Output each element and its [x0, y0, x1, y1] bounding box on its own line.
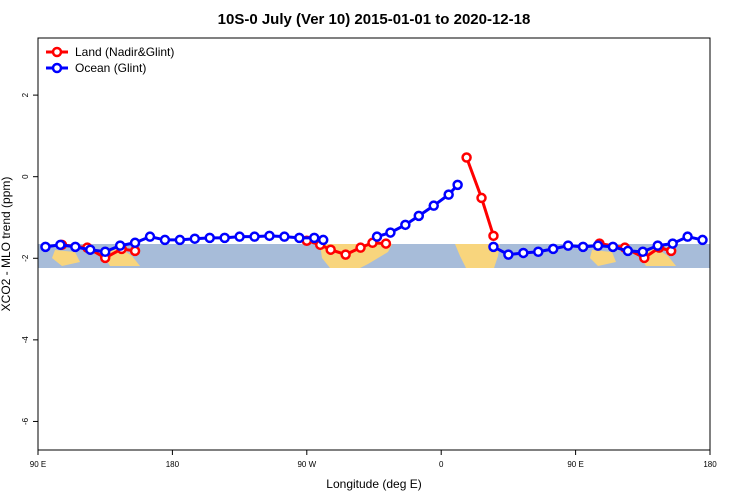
data-point — [652, 240, 663, 251]
x-tick-label: 90 E — [567, 460, 583, 469]
legend-label: Land (Nadir&Glint) — [75, 45, 174, 59]
data-point — [234, 231, 245, 242]
data-point — [85, 244, 96, 255]
y-tick-label: -2 — [21, 254, 30, 262]
data-point — [355, 242, 366, 253]
x-tick-label: 90 E — [30, 460, 46, 469]
data-point — [70, 241, 81, 253]
data-point — [503, 249, 514, 260]
x-tick-label: 180 — [703, 460, 717, 469]
y-axis-label: XCO2 - MLO trend (ppm) — [0, 177, 13, 312]
data-point — [607, 241, 619, 253]
data-point — [428, 200, 439, 211]
data-point — [380, 238, 392, 249]
data-point — [279, 231, 290, 242]
data-point — [452, 179, 463, 191]
data-point — [144, 231, 156, 242]
data-point — [413, 210, 425, 222]
data-point — [40, 241, 51, 253]
land-patch — [320, 244, 392, 268]
data-point — [99, 246, 111, 258]
data-point — [264, 230, 275, 242]
data-point — [249, 231, 260, 242]
y-tick-label: 2 — [21, 92, 30, 97]
data-point — [309, 232, 320, 244]
data-point — [533, 246, 544, 258]
data-point — [562, 240, 574, 251]
data-point — [294, 232, 305, 244]
y-tick-label: -6 — [21, 417, 30, 425]
legend-marker — [51, 46, 63, 58]
data-point — [174, 234, 186, 246]
data-point — [518, 247, 529, 259]
x-tick-label: 180 — [166, 460, 180, 469]
data-point — [637, 246, 649, 258]
data-point — [204, 232, 215, 244]
chart-title: 10S-0 July (Ver 10) 2015-01-01 to 2020-1… — [218, 11, 531, 28]
data-point — [461, 152, 472, 163]
plot-frame — [37, 37, 711, 451]
data-point — [488, 230, 499, 242]
legend-label: Ocean (Glint) — [75, 61, 146, 75]
data-point — [682, 231, 693, 242]
data-point — [476, 192, 487, 204]
data-point — [129, 245, 141, 257]
data-point — [400, 219, 411, 231]
data-point — [55, 239, 66, 251]
legend-marker — [51, 62, 63, 74]
data-point — [219, 232, 230, 244]
data-point — [547, 243, 559, 255]
data-point — [443, 189, 454, 200]
data-point — [697, 234, 708, 246]
data-point — [189, 233, 201, 244]
y-tick-label: -4 — [21, 336, 30, 344]
data-point — [622, 245, 634, 257]
data-point — [159, 234, 171, 246]
x-tick-label: 0 — [439, 460, 444, 469]
data-point — [114, 240, 126, 251]
data-point — [340, 249, 351, 260]
data-point — [667, 238, 678, 249]
y-tick-label: 0 — [21, 174, 30, 179]
data-point — [577, 241, 589, 253]
land-patch — [455, 244, 500, 268]
data-point — [129, 237, 141, 249]
data-point — [385, 227, 396, 238]
data-point — [592, 240, 604, 251]
x-tick-label: 90 W — [297, 460, 316, 469]
x-axis-label: Longitude (deg E) — [326, 477, 421, 491]
data-point — [325, 244, 336, 255]
data-point — [488, 241, 499, 253]
data-point — [371, 231, 383, 242]
data-point — [317, 234, 329, 246]
